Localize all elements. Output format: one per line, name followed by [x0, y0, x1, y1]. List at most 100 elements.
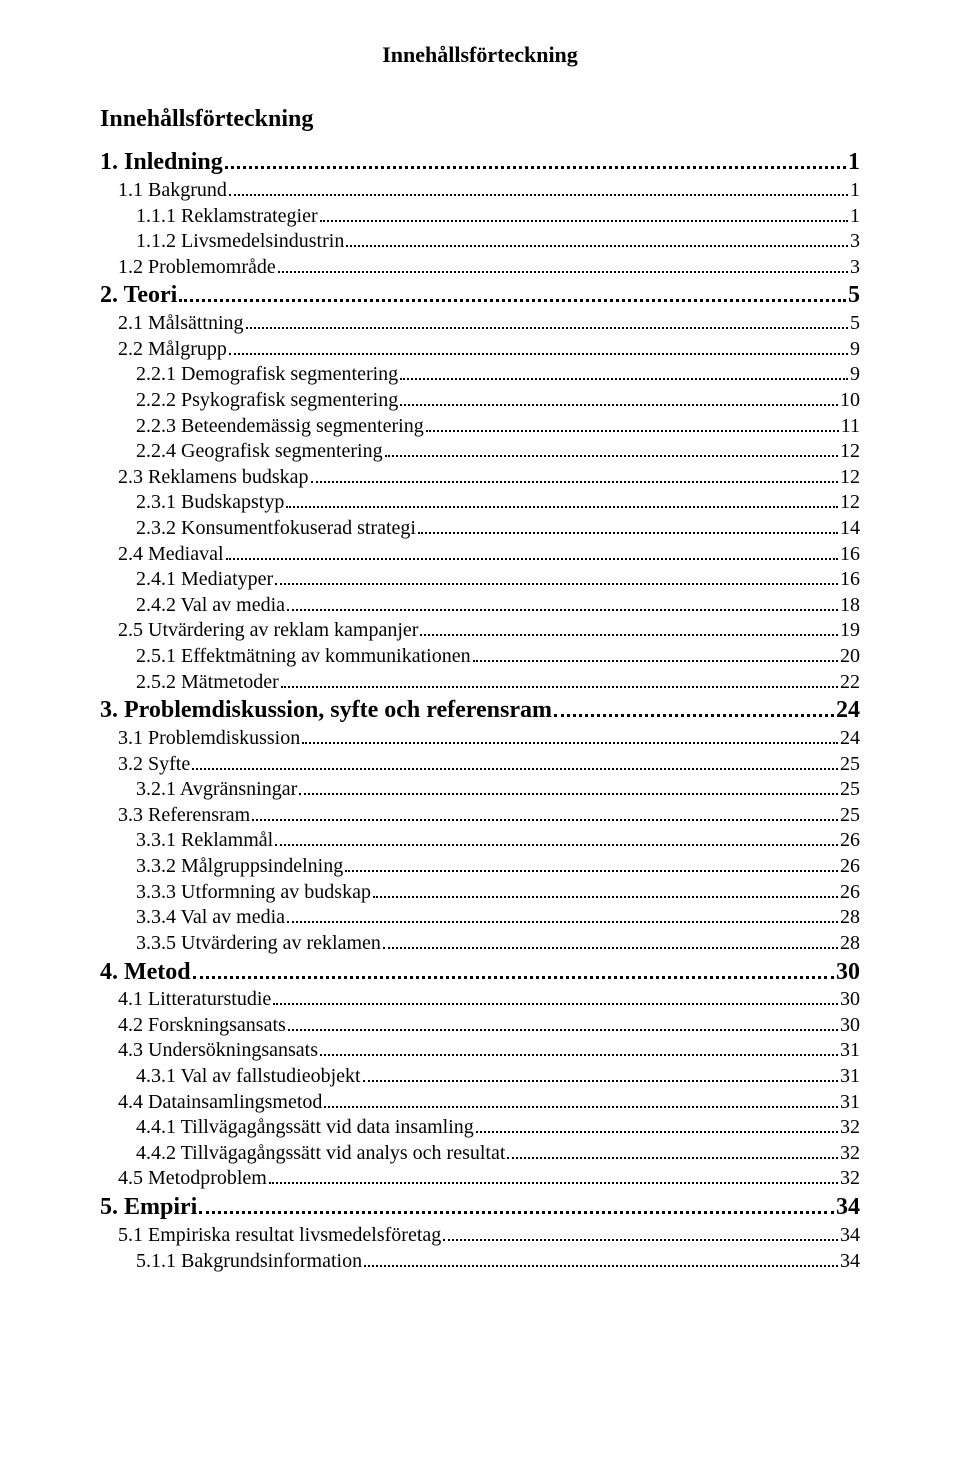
toc-entry: 4.4.2 Tillvägagångssätt vid analys och r… — [100, 1141, 860, 1167]
toc-entry-text: 1.1.2 Livsmedelsindustrin — [136, 229, 344, 255]
toc-entry-text: 1.2 Problemområde — [118, 255, 276, 281]
toc-entry-text: 2.2.2 Psykografisk segmentering — [136, 388, 398, 414]
toc-leader-dots — [275, 567, 838, 585]
toc-entry-text: 4.3 Undersökningsansats — [118, 1038, 318, 1064]
toc-entry: 3.3 Referensram25 — [100, 803, 860, 829]
toc-entry: 1.1.1 Reklamstrategier1 — [100, 204, 860, 230]
toc-entry-page: 12 — [840, 465, 860, 491]
toc-entry: 2.5 Utvärdering av reklam kampanjer19 — [100, 618, 860, 644]
toc-entry-text: 4. Metod — [100, 957, 191, 988]
toc-leader-dots — [226, 542, 838, 560]
toc-entry-page: 34 — [836, 1192, 860, 1223]
toc-entry-page: 9 — [850, 337, 860, 363]
toc-entry-text: 2.3.2 Konsumentfokuserad strategi — [136, 516, 416, 542]
toc-entry: 2. Teori5 — [100, 280, 860, 311]
toc-entry-text: 3.3.5 Utvärdering av reklamen — [136, 931, 381, 957]
document-page: Innehållsförteckning Innehållsförtecknin… — [0, 0, 960, 1481]
toc-entry: 2.2.1 Demografisk segmentering9 — [100, 362, 860, 388]
toc-leader-dots — [373, 880, 838, 898]
toc-entry-text: 2.5.2 Mätmetoder — [136, 670, 279, 696]
toc-leader-dots — [476, 1115, 838, 1133]
toc-entry-page: 14 — [840, 516, 860, 542]
toc-entry-text: 1.1 Bakgrund — [118, 178, 227, 204]
toc-entry: 2.5.1 Effektmätning av kommunikationen20 — [100, 644, 860, 670]
toc-leader-dots — [199, 1192, 834, 1214]
toc-entry: 4. Metod30 — [100, 956, 860, 987]
running-header: Innehållsförteckning — [100, 42, 860, 68]
toc-entry-page: 26 — [840, 854, 860, 880]
toc-entry: 1.2 Problemområde3 — [100, 255, 860, 281]
toc-entry: 2.4.2 Val av media 18 — [100, 593, 860, 619]
toc-entry-page: 28 — [840, 931, 860, 957]
toc-entry-text: 1. Inledning — [100, 147, 223, 178]
toc-entry-page: 26 — [840, 880, 860, 906]
toc-entry-page: 25 — [840, 752, 860, 778]
toc-entry: 4.3.1 Val av fallstudieobjekt31 — [100, 1064, 860, 1090]
toc-entry: 5.1 Empiriska resultat livsmedelsföretag… — [100, 1223, 860, 1249]
toc-leader-dots — [192, 752, 838, 770]
toc-leader-dots — [252, 803, 838, 821]
toc-entry-page: 16 — [840, 542, 860, 568]
toc-entry: 2.5.2 Mätmetoder 22 — [100, 670, 860, 696]
toc-entry: 2.3.2 Konsumentfokuserad strategi 14 — [100, 516, 860, 542]
toc-entry: 4.2 Forskningsansats 30 — [100, 1013, 860, 1039]
toc-entry-text: 2.4 Mediaval — [118, 542, 224, 568]
toc-entry-page: 31 — [840, 1064, 860, 1090]
toc-entry-text: 1.1.1 Reklamstrategier — [136, 204, 318, 230]
toc-entry: 4.3 Undersökningsansats31 — [100, 1038, 860, 1064]
toc-entry-text: 2.2.4 Geografisk segmentering — [136, 439, 383, 465]
toc-entry-page: 31 — [840, 1090, 860, 1116]
toc-leader-dots — [275, 828, 838, 846]
toc-leader-dots — [225, 147, 846, 169]
toc-leader-dots — [288, 1013, 838, 1031]
toc-entry: 2.2.2 Psykografisk segmentering 10 — [100, 388, 860, 414]
toc-entry-page: 10 — [840, 388, 860, 414]
toc-leader-dots — [311, 465, 838, 483]
toc-leader-dots — [473, 644, 838, 662]
toc-entry: 4.4 Datainsamlingsmetod31 — [100, 1090, 860, 1116]
toc-entry-text: 4.2 Forskningsansats — [118, 1013, 286, 1039]
toc-entry-text: 3.3 Referensram — [118, 803, 250, 829]
toc-entry-text: 2.3.1 Budskapstyp — [136, 490, 284, 516]
toc-entry: 3. Problemdiskussion, syfte och referens… — [100, 695, 860, 726]
toc-entry: 5. Empiri34 — [100, 1192, 860, 1223]
toc-leader-dots — [287, 905, 838, 923]
toc-entry-text: 2.3 Reklamens budskap — [118, 465, 309, 491]
toc-entry-text: 2.1 Målsättning — [118, 311, 244, 337]
toc-leader-dots — [320, 204, 848, 222]
toc-entry: 3.3.5 Utvärdering av reklamen 28 — [100, 931, 860, 957]
toc-entry-text: 5.1 Empiriska resultat livsmedelsföretag — [118, 1223, 441, 1249]
toc-leader-dots — [385, 439, 838, 457]
toc-entry-text: 3.3.4 Val av media — [136, 905, 285, 931]
toc-entry-page: 3 — [850, 229, 860, 255]
toc-entry-page: 34 — [840, 1223, 860, 1249]
toc-entry-text: 3.2.1 Avgränsningar — [136, 777, 297, 803]
toc-entry-page: 12 — [840, 439, 860, 465]
toc-entry: 2.2 Målgrupp9 — [100, 337, 860, 363]
toc-entry-page: 18 — [840, 593, 860, 619]
toc-entry-text: 3.3.2 Målgruppsindelning — [136, 854, 343, 880]
toc-leader-dots — [364, 1249, 838, 1267]
toc-entry-text: 2.4.2 Val av media — [136, 593, 285, 619]
toc-leader-dots — [554, 695, 834, 717]
toc-leader-dots — [345, 854, 838, 872]
toc-leader-dots — [383, 931, 838, 949]
toc-entry-text: 2. Teori — [100, 280, 177, 311]
toc-entry-page: 9 — [850, 362, 860, 388]
toc-entry: 2.2.3 Beteendemässig segmentering11 — [100, 414, 860, 440]
toc-entry-page: 30 — [840, 1013, 860, 1039]
toc-leader-dots — [286, 490, 838, 508]
toc-entry-page: 32 — [840, 1115, 860, 1141]
toc-leader-dots — [443, 1223, 838, 1241]
toc-entry-page: 22 — [840, 670, 860, 696]
toc-entry: 3.3.2 Målgruppsindelning 26 — [100, 854, 860, 880]
toc-entry-text: 5.1.1 Bakgrundsinformation — [136, 1249, 362, 1275]
toc-leader-dots — [420, 618, 838, 636]
toc-entry-page: 20 — [840, 644, 860, 670]
toc-entry-text: 3.2 Syfte — [118, 752, 190, 778]
toc-leader-dots — [229, 337, 848, 355]
toc-entry-page: 5 — [850, 311, 860, 337]
toc-entry: 3.2.1 Avgränsningar25 — [100, 777, 860, 803]
toc-entry: 2.1 Målsättning 5 — [100, 311, 860, 337]
toc-entry: 2.4.1 Mediatyper16 — [100, 567, 860, 593]
